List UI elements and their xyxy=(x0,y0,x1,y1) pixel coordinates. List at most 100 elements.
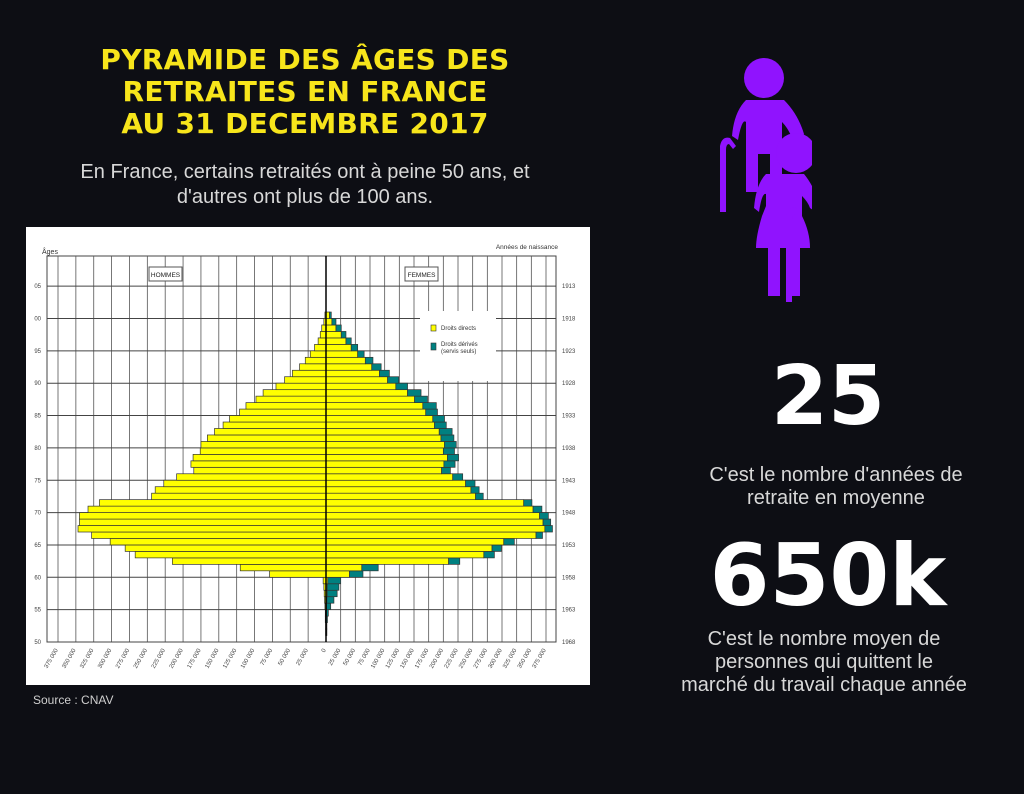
bar-women-derived xyxy=(425,408,438,416)
bar-women-direct xyxy=(325,499,525,507)
bar-men xyxy=(269,570,327,578)
bar-women-direct xyxy=(325,389,408,397)
bar-men xyxy=(190,460,327,468)
bar-men xyxy=(207,434,327,442)
bar-women-derived xyxy=(414,395,428,403)
x-tick-label: 0 xyxy=(321,647,328,653)
bar-women-direct xyxy=(325,318,333,326)
bar-women-direct xyxy=(325,428,440,436)
x-tick-label: 125 000 xyxy=(222,647,238,669)
bar-women-direct xyxy=(325,486,472,494)
bar-women-direct xyxy=(325,492,476,501)
bar-women-direct xyxy=(325,505,534,513)
bar-women-derived xyxy=(395,382,408,391)
men-label-box xyxy=(148,266,183,282)
bar-women-direct xyxy=(325,441,445,449)
bar-men xyxy=(171,557,327,565)
bar-men xyxy=(275,382,327,391)
bar-women-direct xyxy=(325,434,442,442)
bar-women-derived xyxy=(452,473,464,481)
bar-women-direct xyxy=(325,557,449,565)
legend-label-derived: Droits dérivés xyxy=(441,342,478,348)
x-tick-label: 175 000 xyxy=(187,647,203,669)
bar-men xyxy=(239,408,327,416)
year-tick-label: 1943 xyxy=(562,478,576,484)
bar-women-derived xyxy=(432,415,445,423)
bar-women-derived xyxy=(326,602,332,610)
bar-men xyxy=(134,551,327,559)
bar-women-direct xyxy=(325,363,373,371)
bar-women-derived xyxy=(532,505,543,513)
bar-women-derived xyxy=(326,583,340,591)
age-tick-label: 05 xyxy=(34,284,41,290)
pyramid-chart-svg: Âges Années de naissance HOMMES FEMMES D… xyxy=(34,244,576,670)
bar-women-direct xyxy=(325,538,505,546)
bar-men xyxy=(99,499,327,507)
bar-women-derived xyxy=(465,479,476,488)
bar-men xyxy=(292,369,327,378)
bar-women-derived xyxy=(326,609,329,617)
bar-women-derived xyxy=(483,551,495,559)
bar-women-direct xyxy=(325,382,397,391)
bar-women-direct xyxy=(325,408,427,416)
bar-women-direct xyxy=(325,518,544,526)
bar-women-derived xyxy=(542,518,552,526)
bar-women-derived xyxy=(326,596,335,604)
bar-women-derived xyxy=(447,454,459,462)
bar-men xyxy=(299,363,327,371)
legend-label-derived-sub: (servis seuls) xyxy=(441,349,476,355)
bar-men xyxy=(77,525,327,533)
bar-women-derived xyxy=(475,492,484,501)
stat-years-text: C'est le nombre d'années de retraite en … xyxy=(666,464,1006,510)
bar-women-derived xyxy=(371,363,382,371)
x-tick-label: 350 000 xyxy=(62,647,78,669)
bar-men xyxy=(154,486,327,494)
bar-women-derived xyxy=(491,544,502,552)
bar-men xyxy=(255,395,327,403)
year-tick-label: 1958 xyxy=(562,575,576,581)
subtitle: En France, certains retraités ont à pein… xyxy=(40,160,570,210)
bar-women-direct xyxy=(325,525,546,533)
bar-men xyxy=(87,505,327,513)
bar-men xyxy=(163,479,327,488)
title-line: PYRAMIDE DES ÂGES DES xyxy=(100,43,510,76)
bar-women-derived xyxy=(442,447,455,455)
bar-men xyxy=(239,564,327,572)
x-tick-label: 75 000 xyxy=(260,647,275,666)
stat-years-value: 25 xyxy=(770,349,886,444)
x-tick-label: 50 000 xyxy=(343,647,358,666)
bar-women-derived xyxy=(539,512,549,520)
bar-women-direct xyxy=(325,421,435,429)
source-note: Source : CNAV xyxy=(33,693,114,707)
bar-women-derived xyxy=(444,441,457,449)
x-tick-label: 25 000 xyxy=(328,647,343,666)
age-tick-label: 95 xyxy=(34,349,41,355)
year-tick-label: 1913 xyxy=(562,284,576,290)
x-tick-label: 325 000 xyxy=(79,647,95,669)
bar-women-direct xyxy=(325,479,466,488)
bar-women-direct xyxy=(325,512,540,520)
bar-women-derived xyxy=(340,331,347,339)
bar-women-derived xyxy=(387,376,400,384)
x-tick-label: 250 000 xyxy=(133,647,149,669)
bar-men xyxy=(245,402,327,410)
subtitle-line: En France, certains retraités ont à pein… xyxy=(80,161,530,183)
bar-women-direct xyxy=(325,344,352,352)
bar-men xyxy=(192,454,327,462)
x-tick-label: 150 000 xyxy=(204,647,220,669)
bar-men xyxy=(79,512,327,520)
bar-men xyxy=(199,447,327,455)
bar-women-direct xyxy=(325,337,347,345)
bar-women-direct xyxy=(325,331,342,339)
bar-women-direct xyxy=(325,544,493,552)
subtitle-line: d'autres ont plus de 100 ans. xyxy=(176,186,434,208)
bar-men xyxy=(151,492,327,501)
age-tick-label: 85 xyxy=(34,414,41,420)
bar-women-derived xyxy=(326,589,338,598)
bar-women-direct xyxy=(325,415,434,423)
x-tick-label: 375 000 xyxy=(532,647,548,669)
bar-women-derived xyxy=(357,350,365,358)
age-tick-label: 70 xyxy=(34,511,41,517)
elderly-couple-icon xyxy=(720,58,812,302)
year-tick-label: 1933 xyxy=(562,414,576,420)
